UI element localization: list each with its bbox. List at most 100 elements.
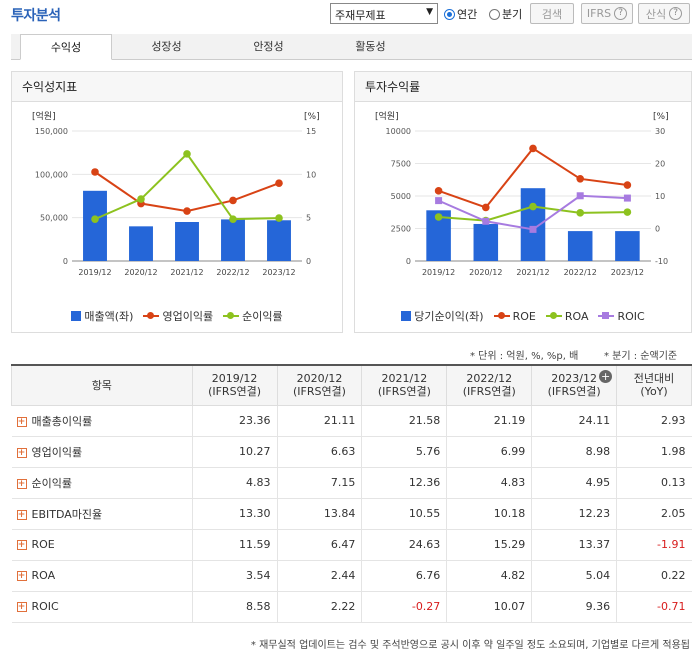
table-cell: 8.98 — [531, 436, 617, 468]
legend-label: ROIC — [617, 309, 645, 323]
data-point — [576, 192, 584, 200]
table-cell: 12.23 — [531, 498, 617, 530]
row-label-text: 순이익률 — [31, 476, 72, 490]
row-label-text: 영업이익률 — [31, 445, 83, 459]
table-cell: 10.27 — [191, 436, 278, 468]
chart-legend: 매출액(좌) 영업이익률 순이익률 — [12, 308, 342, 324]
expand-plus-icon[interactable]: + — [16, 540, 27, 550]
row-label[interactable]: + ROA — [11, 560, 193, 592]
row-label-text: EBITDA마진율 — [31, 507, 103, 521]
data-point — [529, 225, 537, 233]
data-point — [275, 179, 283, 187]
expand-plus-icon[interactable]: + — [16, 416, 27, 427]
table-cell: 10.07 — [446, 591, 532, 623]
financial-table: 항목 2019/12 (IFRS연결) 2020/12 (IFRS연결) 2021/… — [11, 364, 692, 623]
table-cell: 5.04 — [531, 560, 617, 592]
x-tick-label: 2023/12 — [611, 268, 644, 277]
row-label[interactable]: + 영업이익률 — [11, 436, 193, 468]
analysis-tabs: 수익성 성장성 안정성 활동성 — [11, 34, 692, 60]
expand-plus-icon[interactable]: + — [16, 509, 27, 520]
data-point — [434, 213, 443, 221]
data-point — [576, 209, 584, 217]
legend-item[interactable]: ROA — [545, 308, 589, 324]
expand-plus-icon[interactable]: + — [16, 571, 27, 581]
row-label[interactable]: + ROE — [11, 529, 193, 561]
search-button-label: 검색 — [541, 7, 563, 21]
y2-tick-label: 5 — [306, 214, 311, 223]
table-cell: 10.55 — [361, 498, 447, 530]
ifrs-label: IFRS — [586, 7, 612, 20]
table-row: + ROIC 8.58 2.22 -0.27 10.07 9.36 -0.71 — [11, 591, 692, 623]
table-cell: 12.36 — [361, 467, 447, 499]
row-label[interactable]: + ROIC — [11, 591, 193, 623]
tab-growth[interactable]: 성장성 — [151, 40, 182, 53]
statement-select[interactable]: 주재무제표 ▼ — [330, 3, 438, 24]
expand-plus-icon[interactable]: + — [16, 602, 27, 612]
legend-item[interactable]: ROE — [493, 308, 536, 324]
legend-item[interactable]: ROIC — [598, 308, 645, 324]
table-cell: 9.36 — [531, 591, 617, 623]
top-toolbar: 투자분석 주재무제표 ▼ 연간 분기 검색 IFRS ? 산식 ? — [0, 0, 696, 30]
legend-item[interactable]: 영업이익률 — [143, 308, 213, 324]
x-tick-label: 2022/12 — [564, 268, 597, 277]
radio-annual[interactable]: 연간 — [444, 6, 477, 22]
formula-help-button[interactable]: 산식 ? — [638, 3, 690, 24]
y-tick-label: 5000 — [391, 192, 411, 201]
legend-item[interactable]: 당기순이익(좌) — [401, 308, 484, 324]
data-point — [229, 196, 237, 205]
data-point — [482, 217, 490, 225]
ifrs-help-button[interactable]: IFRS ? — [581, 3, 633, 24]
row-label[interactable]: + EBITDA마진율 — [11, 498, 193, 530]
y-tick-label: 10000 — [386, 127, 411, 136]
radio-quarter[interactable]: 분기 — [489, 6, 522, 22]
legend-label: 순이익률 — [242, 310, 283, 323]
table-row: + 영업이익률 10.27 6.63 5.76 6.99 8.98 1.98 — [11, 436, 692, 468]
legend-label: ROA — [564, 309, 589, 323]
table-row: + 순이익률 4.83 7.15 12.36 4.83 4.95 0.13 — [11, 467, 692, 499]
table-cell: 7.15 — [276, 467, 362, 499]
x-tick-label: 2019/12 — [78, 268, 111, 277]
expand-plus-icon[interactable]: + — [16, 447, 27, 458]
data-point — [529, 202, 537, 211]
tab-activity[interactable]: 활동성 — [355, 40, 386, 53]
question-icon: ? — [669, 7, 683, 20]
y2-tick-label: 10 — [655, 192, 665, 201]
chevron-down-icon: ▼ — [426, 7, 433, 17]
data-point — [183, 150, 191, 158]
bar — [267, 220, 291, 261]
legend-item[interactable]: 매출액(좌) — [71, 308, 133, 324]
table-cell: 15.29 — [446, 529, 532, 561]
legend-line-swatch — [223, 312, 240, 319]
x-tick-label: 2022/12 — [216, 268, 249, 277]
y2-tick-label: 30 — [655, 127, 665, 136]
bar — [175, 222, 199, 261]
search-button[interactable]: 검색 — [530, 3, 574, 24]
table-cell: 3.54 — [191, 560, 278, 592]
tab-stability[interactable]: 안정성 — [253, 40, 284, 53]
row-label[interactable]: + 순이익률 — [11, 467, 193, 499]
y2-tick-label: 10 — [306, 170, 316, 179]
left-unit-label: [억원] — [32, 110, 56, 122]
table-row: + ROE 11.59 6.47 24.63 15.29 13.37 -1.91 — [11, 529, 692, 561]
table-cell: 11.59 — [191, 529, 278, 561]
header-item: 항목 — [11, 364, 193, 406]
yoy-cell: 0.13 — [616, 467, 692, 499]
legend-label: 당기순이익(좌) — [414, 310, 484, 323]
tab-profitability[interactable]: 수익성 — [20, 34, 112, 60]
quarter-note: * 분기 : 순액기준 — [604, 351, 678, 362]
series-line — [94, 171, 280, 213]
table-cell: 10.18 — [446, 498, 532, 530]
expand-plus-icon[interactable]: + — [16, 478, 27, 489]
question-icon: ? — [614, 7, 628, 20]
row-label[interactable]: + 매출총이익률 — [11, 405, 193, 437]
data-point — [229, 215, 237, 223]
right-unit-label: [%] — [304, 112, 320, 122]
legend-label: ROE — [512, 309, 536, 323]
table-cell: 4.83 — [446, 467, 532, 499]
legend-line-swatch — [598, 312, 615, 319]
panel-title: 수익성지표 — [12, 72, 342, 102]
expand-plus-icon[interactable]: + — [599, 370, 613, 383]
legend-item[interactable]: 순이익률 — [223, 308, 283, 324]
right-unit-label: [%] — [653, 112, 669, 122]
table-cell: -0.27 — [361, 591, 447, 623]
